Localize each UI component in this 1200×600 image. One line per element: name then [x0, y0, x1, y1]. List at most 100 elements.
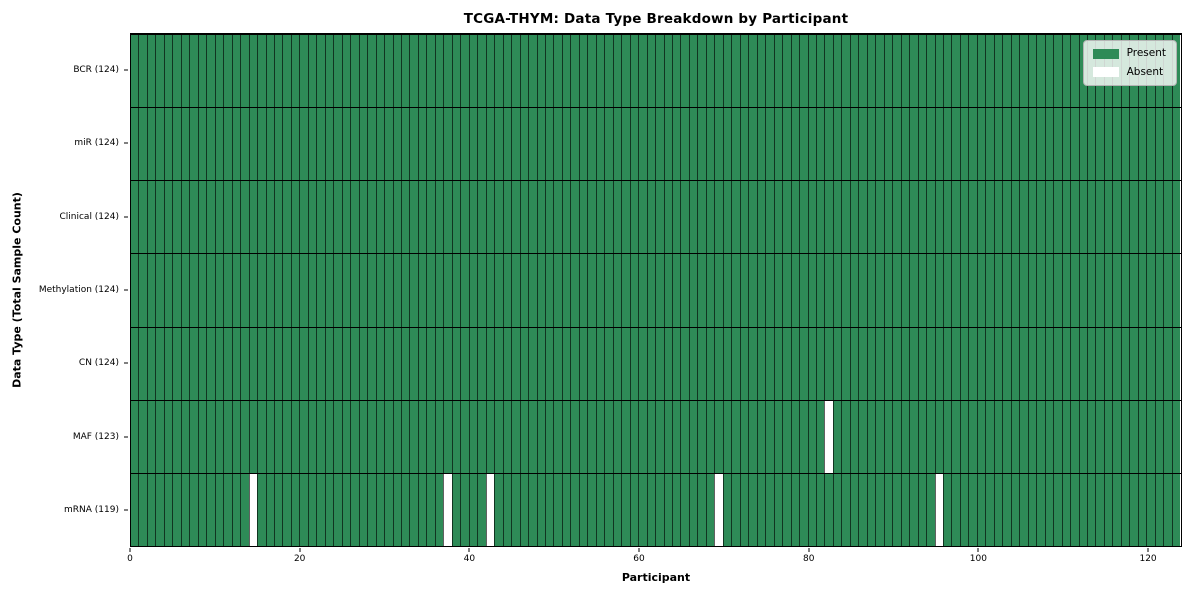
- heatmap-cell-present: [1171, 473, 1181, 546]
- heatmap-cell-present: [815, 108, 825, 181]
- x-tick-mark: [468, 548, 470, 552]
- heatmap-cell-present: [621, 254, 630, 327]
- heatmap-cell-present: [841, 400, 850, 473]
- heatmap-cell-present: [765, 108, 774, 181]
- heatmap-cell-present: [333, 327, 342, 400]
- heatmap-cell-present: [307, 327, 317, 400]
- heatmap-cell-present: [866, 254, 876, 327]
- heatmap-cell-present: [782, 254, 791, 327]
- heatmap-cell-present: [1103, 108, 1113, 181]
- heatmap-cell-present: [451, 254, 461, 327]
- heatmap-cell-present: [519, 35, 529, 108]
- heatmap-cell-present: [240, 400, 249, 473]
- heatmap-cell-present: [384, 327, 393, 400]
- heatmap-cell-present: [214, 35, 224, 108]
- heatmap-cell-present: [180, 254, 190, 327]
- heatmap-cell-present: [392, 108, 401, 181]
- y-tick-label: CN (124): [78, 358, 119, 369]
- heatmap-cell-present: [248, 254, 258, 327]
- heatmap-cell-present: [1027, 473, 1037, 546]
- heatmap-cell-present: [892, 327, 901, 400]
- heatmap-cell-present: [206, 35, 215, 108]
- heatmap-cell-present: [688, 35, 698, 108]
- heatmap-cell-present: [1112, 181, 1121, 254]
- heatmap-cell-present: [875, 254, 884, 327]
- heatmap-cell-present: [163, 254, 173, 327]
- heatmap-cell-present: [1070, 400, 1079, 473]
- heatmap-cell-present: [646, 254, 656, 327]
- heatmap-cell-present: [299, 108, 308, 181]
- heatmap-cell-present: [739, 400, 749, 473]
- heatmap-cell-present: [146, 108, 156, 181]
- heatmap-cell-present: [163, 181, 173, 254]
- heatmap-cell-present: [951, 35, 960, 108]
- heatmap-cell-present: [748, 181, 757, 254]
- x-tick-mark: [638, 548, 640, 552]
- x-axis-label: Participant: [621, 571, 691, 584]
- heatmap-cell-present: [443, 327, 452, 400]
- heatmap-cell-present: [163, 400, 173, 473]
- heatmap-cell-present: [544, 473, 554, 546]
- heatmap-cell-present: [875, 35, 884, 108]
- heatmap-cell-present: [434, 254, 444, 327]
- heatmap-cell-present: [189, 473, 198, 546]
- heatmap-cell-present: [799, 400, 808, 473]
- heatmap-cell-present: [629, 327, 639, 400]
- heatmap-cell-present: [1070, 254, 1079, 327]
- heatmap-cell-present: [1061, 35, 1071, 108]
- heatmap-cell-present: [672, 108, 681, 181]
- heatmap-cell-present: [409, 473, 418, 546]
- heatmap-cell-present: [409, 35, 418, 108]
- heatmap-cell-present: [189, 254, 198, 327]
- heatmap-cell-present: [519, 473, 529, 546]
- heatmap-cell-present: [621, 473, 630, 546]
- x-tick-label: 40: [463, 554, 476, 564]
- heatmap-cell-present: [477, 400, 486, 473]
- heatmap-cell-present: [849, 254, 859, 327]
- heatmap-cell-present: [917, 108, 927, 181]
- heatmap-cell-present: [832, 473, 842, 546]
- heatmap-cell-present: [815, 254, 825, 327]
- heatmap-cell-present: [417, 181, 427, 254]
- heatmap-cell-present: [722, 254, 732, 327]
- heatmap-cell-present: [1010, 254, 1020, 327]
- heatmap-cell-present: [358, 473, 368, 546]
- heatmap-cell-present: [155, 108, 164, 181]
- legend: Present Absent: [1082, 40, 1177, 87]
- heatmap-cell-present: [892, 473, 901, 546]
- heatmap-cell-present: [155, 181, 164, 254]
- heatmap-cell-present: [1010, 473, 1020, 546]
- heatmap-cell-present: [1120, 254, 1130, 327]
- heatmap-cell-present: [1010, 327, 1020, 400]
- heatmap-cell-present: [138, 327, 147, 400]
- heatmap-cell-present: [680, 473, 689, 546]
- heatmap-cell-present: [502, 327, 512, 400]
- heatmap-cell-present: [773, 108, 783, 181]
- heatmap-cell-present: [832, 254, 842, 327]
- heatmap-cell-present: [172, 35, 181, 108]
- heatmap-cell-present: [485, 35, 495, 108]
- heatmap-cell-present: [612, 181, 622, 254]
- heatmap-cell-present: [773, 327, 783, 400]
- heatmap-cell-present: [883, 400, 893, 473]
- heatmap-cell-present: [1070, 181, 1079, 254]
- heatmap-cell-present: [824, 35, 833, 108]
- heatmap-cell-present: [502, 473, 512, 546]
- heatmap-cell-present: [993, 181, 1003, 254]
- heatmap-cell-present: [909, 473, 918, 546]
- heatmap-cell-present: [807, 108, 816, 181]
- heatmap-cell-present: [739, 473, 749, 546]
- heatmap-cell-present: [883, 254, 893, 327]
- heatmap-cell-present: [790, 254, 800, 327]
- heatmap-cell-present: [316, 327, 325, 400]
- heatmap-cell-present: [1002, 400, 1011, 473]
- heatmap-cell-present: [604, 254, 613, 327]
- heatmap-cell-present: [451, 108, 461, 181]
- heatmap-cell-present: [358, 181, 368, 254]
- heatmap-cell-present: [1053, 473, 1062, 546]
- heatmap-cell-present: [131, 108, 139, 181]
- heatmap-cell-present: [1112, 473, 1121, 546]
- heatmap-cell-present: [739, 108, 749, 181]
- heatmap-cell-present: [790, 181, 800, 254]
- heatmap-cell-present: [131, 473, 139, 546]
